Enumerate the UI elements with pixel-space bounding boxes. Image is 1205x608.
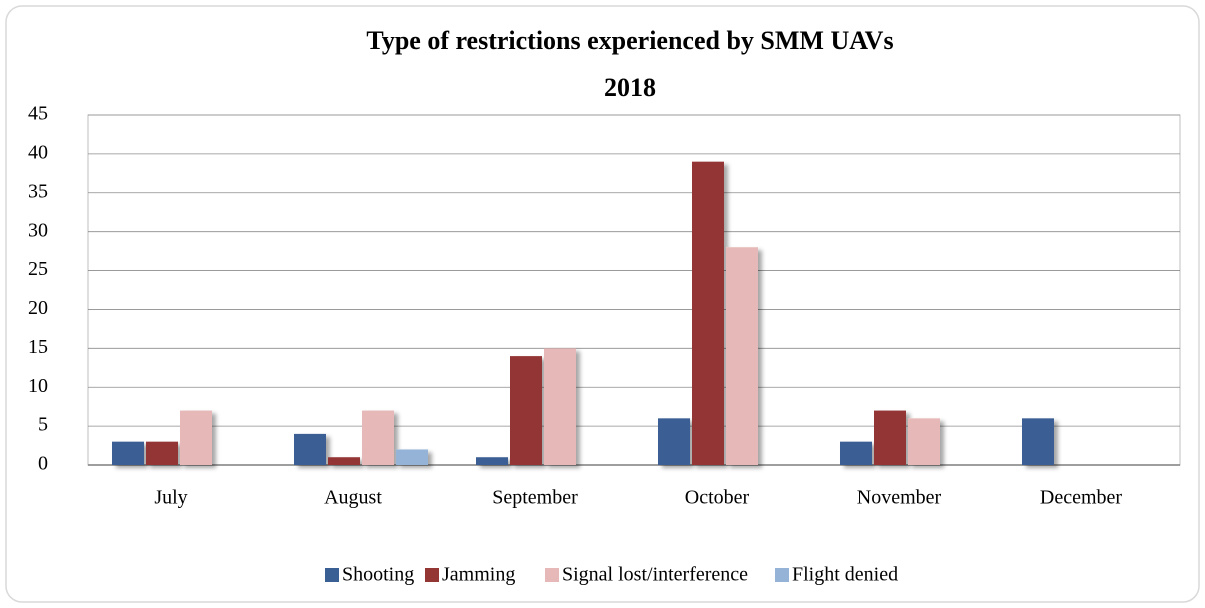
y-tick-label: 20 [28,297,48,319]
y-tick-label: 10 [28,375,48,397]
x-tick-label: November [857,487,942,509]
y-tick-label: 40 [28,141,48,163]
bar [146,441,178,465]
bar [294,433,326,465]
bar [726,247,758,465]
bar [112,441,144,465]
bar [874,410,906,465]
bar [658,418,690,465]
legend-label: Signal lost/interference [562,564,748,586]
legend-swatch [775,568,789,582]
legend-label: Jamming [442,564,515,586]
x-tick-label: September [492,487,578,509]
bars [112,161,1054,465]
bar [510,356,542,465]
bar [328,457,360,465]
x-tick-label: August [324,487,382,509]
bar [840,441,872,465]
bar [692,161,724,465]
plot-area [87,114,1181,466]
bar [544,348,576,465]
y-tick-label: 5 [38,414,48,436]
y-tick-label: 25 [28,258,48,280]
legend-label: Flight denied [792,564,898,586]
bar [1022,418,1054,465]
y-tick-label: 0 [38,453,48,475]
bar [396,449,428,465]
y-tick-label: 45 [28,103,48,125]
x-tick-label: December [1040,487,1123,509]
legend-swatch [425,568,439,582]
legend-swatch [325,568,339,582]
y-tick-label: 35 [28,180,48,202]
bar [476,457,508,465]
y-tick-label: 15 [28,336,48,358]
legend-swatch [545,568,559,582]
y-tick-label: 30 [28,219,48,241]
x-tick-label: October [685,487,750,509]
legend-label: Shooting [342,564,414,586]
bar [908,418,940,465]
bar [362,410,394,465]
bar [180,410,212,465]
chart-title: Type of restrictions experienced by SMM … [366,26,893,55]
chart-subtitle: 2018 [604,73,656,102]
x-tick-label: July [154,487,187,509]
